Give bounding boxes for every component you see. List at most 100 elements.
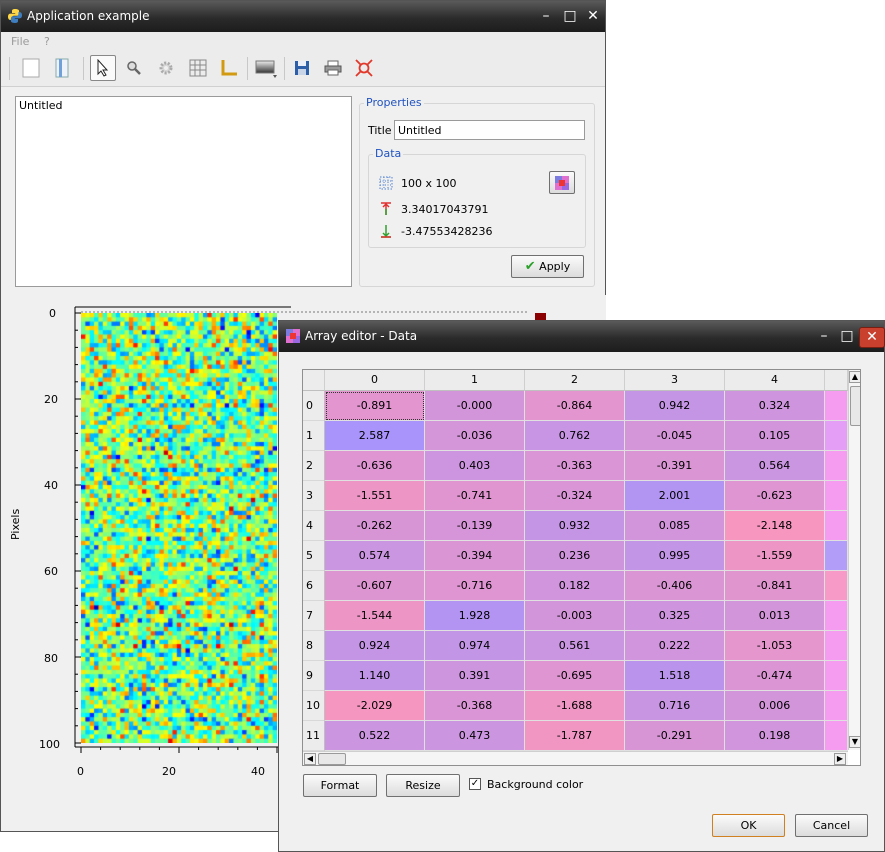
- table-cell[interactable]: -1.544: [325, 601, 425, 631]
- table-cell-partial[interactable]: [825, 721, 848, 751]
- new-icon[interactable]: [18, 55, 44, 81]
- title-input[interactable]: [394, 120, 585, 140]
- scroll-thumb[interactable]: [850, 386, 860, 426]
- table-cell[interactable]: -1.688: [525, 691, 625, 721]
- table-cell[interactable]: -0.036: [425, 421, 525, 451]
- table-cell[interactable]: -2.029: [325, 691, 425, 721]
- image-heatmap[interactable]: [81, 313, 277, 743]
- table-cell[interactable]: -0.636: [325, 451, 425, 481]
- table-cell-partial[interactable]: [825, 541, 848, 571]
- table-cell[interactable]: 0.574: [325, 541, 425, 571]
- table-cell[interactable]: -0.695: [525, 661, 625, 691]
- grid-icon[interactable]: [185, 55, 211, 81]
- horizontal-scrollbar[interactable]: ◀ ▶: [303, 751, 848, 765]
- main-titlebar[interactable]: Application example – □ ✕: [1, 1, 605, 32]
- table-cell[interactable]: 0.995: [625, 541, 725, 571]
- row-header[interactable]: 8: [303, 631, 325, 661]
- column-header[interactable]: 2: [525, 370, 625, 391]
- row-header[interactable]: 9: [303, 661, 325, 691]
- column-header-partial[interactable]: [825, 370, 848, 391]
- row-header[interactable]: 3: [303, 481, 325, 511]
- save-icon[interactable]: [289, 55, 315, 81]
- table-cell[interactable]: -0.291: [625, 721, 725, 751]
- edit-array-button[interactable]: [549, 171, 575, 194]
- table-cell-partial[interactable]: [825, 421, 848, 451]
- table-cell[interactable]: 0.324: [725, 391, 825, 421]
- table-cell[interactable]: -0.139: [425, 511, 525, 541]
- scroll-right-arrow[interactable]: ▶: [834, 753, 846, 765]
- scroll-up-arrow[interactable]: ▲: [849, 371, 860, 383]
- row-header[interactable]: 5: [303, 541, 325, 571]
- table-cell[interactable]: 0.403: [425, 451, 525, 481]
- table-cell[interactable]: 0.942: [625, 391, 725, 421]
- table-cell-partial[interactable]: [825, 481, 848, 511]
- table-cell[interactable]: 0.716: [625, 691, 725, 721]
- row-header[interactable]: 2: [303, 451, 325, 481]
- list-item[interactable]: Untitled: [19, 99, 63, 112]
- table-cell[interactable]: -0.891: [325, 391, 425, 421]
- table-cell[interactable]: 0.236: [525, 541, 625, 571]
- apply-button[interactable]: ✔ Apply: [511, 255, 584, 278]
- table-cell[interactable]: 0.391: [425, 661, 525, 691]
- select-pointer-icon[interactable]: [90, 55, 116, 81]
- table-cell[interactable]: -0.368: [425, 691, 525, 721]
- table-cell-partial[interactable]: [825, 691, 848, 721]
- table-cell[interactable]: -0.045: [625, 421, 725, 451]
- fullscreen-icon[interactable]: [351, 55, 377, 81]
- table-cell-partial[interactable]: [825, 571, 848, 601]
- table-cell[interactable]: 1.928: [425, 601, 525, 631]
- scroll-down-arrow[interactable]: ▼: [849, 736, 860, 748]
- array-editor-titlebar[interactable]: Array editor - Data – □ ✕: [279, 321, 885, 352]
- table-cell-partial[interactable]: [825, 661, 848, 691]
- array-table[interactable]: 0 1 2 3 4 0 -0.891 -0.000 -0.864 0.942 0.324 1 2.587…: [302, 369, 861, 766]
- row-header[interactable]: 4: [303, 511, 325, 541]
- table-cell[interactable]: 0.222: [625, 631, 725, 661]
- table-cell-partial[interactable]: [825, 601, 848, 631]
- table-cell[interactable]: -0.474: [725, 661, 825, 691]
- table-cell[interactable]: -0.363: [525, 451, 625, 481]
- settings-gear-icon[interactable]: [153, 55, 179, 81]
- cancel-button[interactable]: Cancel: [795, 814, 868, 837]
- table-cell[interactable]: 0.561: [525, 631, 625, 661]
- row-header[interactable]: 11: [303, 721, 325, 751]
- maximize-button[interactable]: □: [563, 8, 577, 24]
- column-header[interactable]: 4: [725, 370, 825, 391]
- colormap-icon[interactable]: [253, 55, 281, 81]
- hscroll-thumb[interactable]: [318, 753, 346, 765]
- table-cell[interactable]: -0.406: [625, 571, 725, 601]
- minimize-button[interactable]: –: [542, 8, 550, 24]
- table-cell[interactable]: 0.013: [725, 601, 825, 631]
- open-icon[interactable]: [49, 55, 75, 81]
- column-header[interactable]: 0: [325, 370, 425, 391]
- table-cell[interactable]: 1.518: [625, 661, 725, 691]
- table-cell[interactable]: 0.325: [625, 601, 725, 631]
- table-cell[interactable]: -2.148: [725, 511, 825, 541]
- menu-help[interactable]: ?: [44, 35, 50, 48]
- table-cell[interactable]: 0.182: [525, 571, 625, 601]
- table-cell[interactable]: -0.741: [425, 481, 525, 511]
- table-cell[interactable]: -0.623: [725, 481, 825, 511]
- table-cell[interactable]: -0.000: [425, 391, 525, 421]
- table-cell[interactable]: 0.932: [525, 511, 625, 541]
- table-cell[interactable]: 0.006: [725, 691, 825, 721]
- row-header[interactable]: 1: [303, 421, 325, 451]
- column-header[interactable]: 3: [625, 370, 725, 391]
- table-cell[interactable]: -1.787: [525, 721, 625, 751]
- background-color-checkbox[interactable]: ✓: [469, 778, 481, 790]
- table-cell[interactable]: 0.105: [725, 421, 825, 451]
- table-cell[interactable]: -0.262: [325, 511, 425, 541]
- table-cell[interactable]: -0.391: [625, 451, 725, 481]
- table-cell[interactable]: 0.522: [325, 721, 425, 751]
- format-button[interactable]: Format: [303, 774, 377, 797]
- table-cell[interactable]: 0.198: [725, 721, 825, 751]
- object-list[interactable]: Untitled: [15, 96, 352, 287]
- table-cell[interactable]: 1.140: [325, 661, 425, 691]
- row-header[interactable]: 0: [303, 391, 325, 421]
- column-header[interactable]: 1: [425, 370, 525, 391]
- table-cell[interactable]: 0.473: [425, 721, 525, 751]
- resize-button[interactable]: Resize: [386, 774, 460, 797]
- table-cell-partial[interactable]: [825, 631, 848, 661]
- vertical-scrollbar[interactable]: ▲ ▼: [848, 370, 860, 750]
- table-cell-partial[interactable]: [825, 391, 848, 421]
- table-cell[interactable]: -1.053: [725, 631, 825, 661]
